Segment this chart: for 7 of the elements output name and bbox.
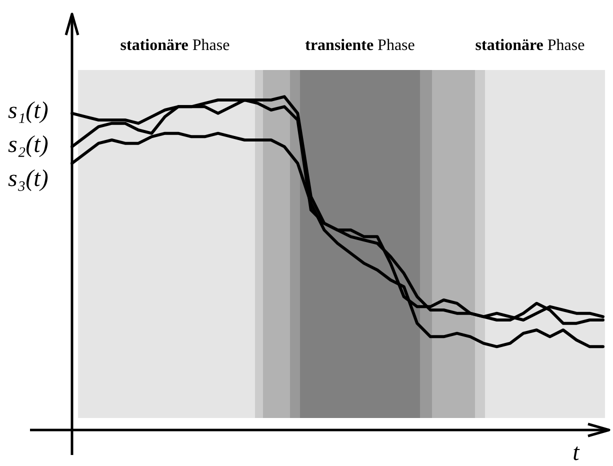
text: stationäre Phase — [120, 37, 230, 54]
series-label: s₂(t) — [8, 132, 48, 158]
text: stationäre Phase — [475, 37, 585, 54]
text: transiente Phase — [305, 37, 415, 54]
x-axis-title: t — [572, 440, 581, 466]
series-label: s₃(t) — [8, 166, 48, 192]
series-label: s₁(t) — [8, 98, 48, 124]
